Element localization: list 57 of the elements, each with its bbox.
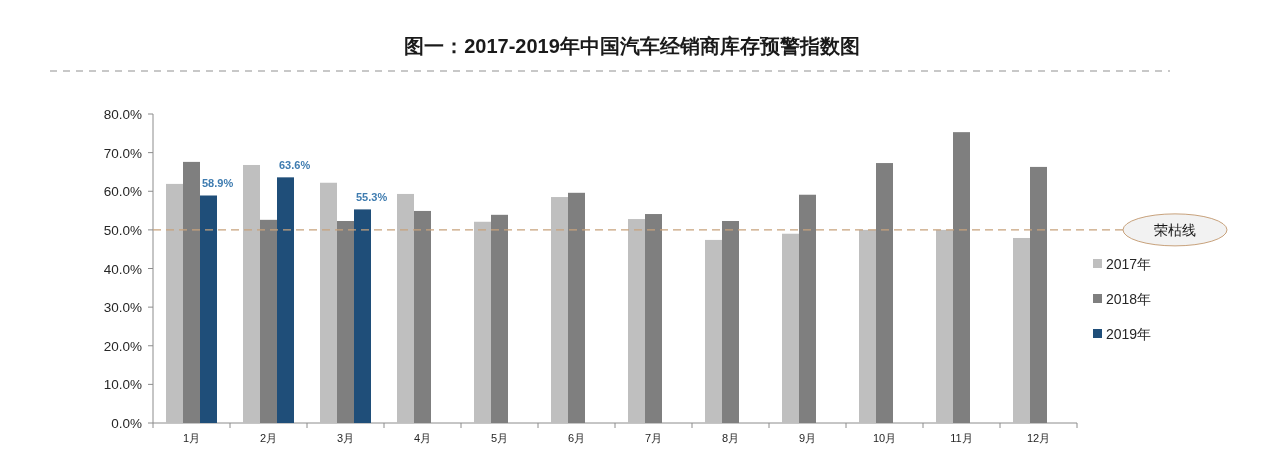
y-tick-label: 30.0% [103,300,142,316]
bar [859,229,876,423]
data-label: 63.6% [279,159,311,172]
bar [953,132,970,423]
bar [568,192,585,423]
y-tick-label: 0.0% [111,416,142,431]
ref-line: 荣枯线 [152,213,1228,247]
bar [337,220,354,423]
bar [397,193,414,423]
bar [1013,237,1030,423]
bar [551,197,568,423]
x-tick-label: 12月 [1026,432,1051,444]
bar [876,163,893,423]
bar [414,210,431,423]
bar [260,219,277,423]
bar [320,182,337,423]
x-tick-label: 5月 [490,432,509,444]
x-tick-label: 4月 [413,432,432,444]
y-tick-label: 20.0% [103,338,142,354]
y-tick-label: 10.0% [103,377,142,393]
bar [1030,166,1047,423]
bar [166,183,183,423]
bar [936,229,953,423]
bar [200,195,217,423]
bar [243,164,260,423]
x-tick-label: 2月 [259,432,278,444]
y-tick-label: 40.0% [103,261,142,277]
data-label: 55.3% [356,191,388,204]
legend-label: 2018年 [1106,291,1152,307]
bar [645,214,662,423]
x-tick-label: 10月 [872,432,897,444]
bar [799,194,816,423]
y-tick-label: 70.0% [103,145,142,161]
bar [491,214,508,423]
x-tick-label: 9月 [798,432,817,444]
bar [722,220,739,423]
bar [782,233,799,423]
ref-line-label: 荣枯线 [1154,221,1196,238]
bar [354,209,371,423]
x-tick-label: 1月 [182,432,201,444]
x-tick-label: 8月 [721,432,740,444]
x-tick-label: 6月 [567,432,586,444]
data-label: 58.9% [202,177,234,190]
bar [474,221,491,423]
y-tick-label: 50.0% [103,222,142,238]
legend-label: 2017年 [1106,256,1152,272]
x-tick-label: 7月 [644,432,663,444]
y-tick-label: 60.0% [103,184,142,200]
bar [183,161,200,423]
legend-label: 2019年 [1106,326,1152,342]
bar [628,219,645,423]
bar [277,177,294,423]
y-tick-label: 80.0% [103,107,142,122]
chart-title: 图一：2017-2019年中国汽车经销商库存预警指数图 [404,35,860,57]
x-tick-label: 3月 [336,432,355,444]
x-tick-label: 11月 [950,432,973,444]
bar [705,239,722,423]
